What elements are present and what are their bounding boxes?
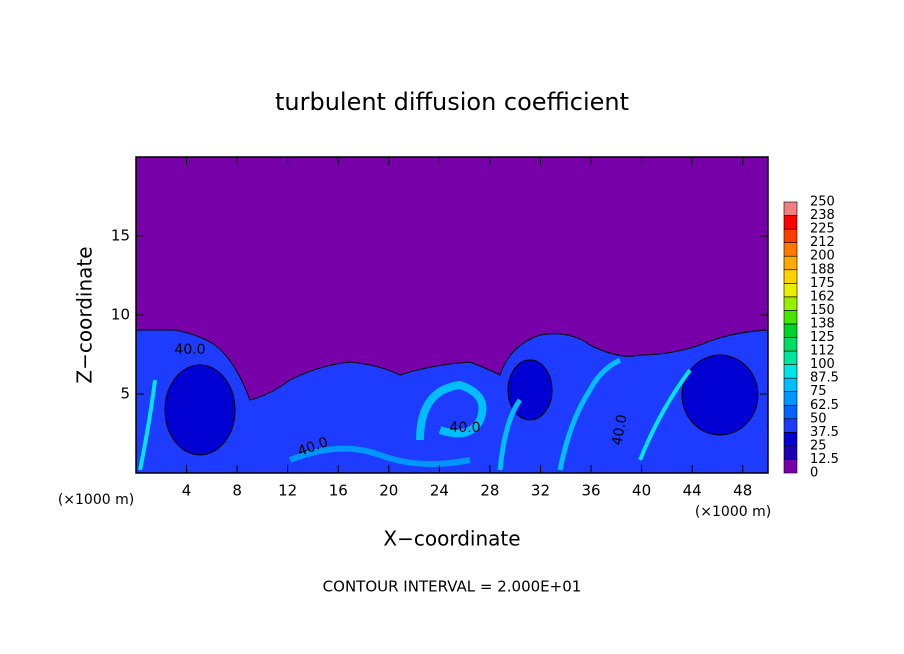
colorbar-label: 75 bbox=[810, 384, 827, 399]
colorbar-label: 138 bbox=[810, 316, 835, 331]
field-region bbox=[557, 357, 622, 471]
x-tick-label: 40 bbox=[632, 482, 651, 500]
colorbar-label: 87.5 bbox=[810, 371, 839, 386]
footer: CONTOUR INTERVAL = 2.000E+01 bbox=[323, 578, 582, 596]
colorbar-label: 238 bbox=[810, 208, 835, 223]
colorbar-band bbox=[783, 242, 798, 257]
x-axis-label: X−coordinate bbox=[383, 527, 520, 551]
colorbar-label: 37.5 bbox=[810, 425, 839, 440]
y-tick-label: 15 bbox=[111, 227, 130, 245]
colorbar-label: 62.5 bbox=[810, 398, 839, 413]
colorbar-band bbox=[783, 418, 798, 433]
contour-label: 40.0 bbox=[609, 413, 630, 446]
colorbar-band bbox=[783, 364, 798, 379]
x-tick-label: 24 bbox=[430, 482, 449, 500]
x-tick-label: 28 bbox=[480, 482, 499, 500]
colorbar-band bbox=[783, 255, 798, 271]
colorbar-label: 50 bbox=[810, 411, 827, 426]
colorbar-label: 112 bbox=[810, 344, 835, 359]
colorbar-label: 212 bbox=[810, 235, 835, 250]
colorbar-band bbox=[783, 337, 798, 352]
contour-label: 40.0 bbox=[174, 342, 205, 358]
x-unit: (×1000 m) bbox=[58, 492, 134, 508]
colorbar-label: 188 bbox=[810, 262, 835, 277]
colorbar-band bbox=[783, 201, 798, 216]
colorbar-label: 0 bbox=[810, 466, 818, 481]
field bbox=[135, 157, 769, 474]
colorbar-band bbox=[783, 391, 798, 406]
x-tick-label: 44 bbox=[683, 482, 702, 500]
field-region bbox=[288, 445, 471, 467]
colorbar-band bbox=[783, 228, 798, 243]
colorbar-label: 12.5 bbox=[810, 452, 839, 467]
colorbar-band bbox=[783, 377, 798, 392]
contour-label: 40.0 bbox=[449, 420, 480, 436]
field-region bbox=[638, 368, 692, 461]
colorbar-label: 250 bbox=[810, 195, 835, 210]
field-region bbox=[497, 398, 523, 471]
colorbar-band bbox=[783, 215, 798, 230]
colorbar-label: 25 bbox=[810, 438, 827, 453]
x-tick-label: 32 bbox=[531, 482, 550, 500]
colorbar-band bbox=[783, 310, 798, 325]
colorbar-label: 225 bbox=[810, 222, 835, 237]
colorbar-band bbox=[783, 404, 798, 420]
field-region bbox=[416, 380, 487, 441]
colorbar-band bbox=[783, 432, 798, 447]
colorbar-label: 175 bbox=[810, 276, 835, 291]
colorbar-band bbox=[783, 459, 798, 474]
colorbar-label: 125 bbox=[810, 330, 835, 345]
x-unit: (×1000 m) bbox=[695, 504, 771, 520]
field-region bbox=[138, 379, 157, 471]
x-tick-label: 16 bbox=[329, 482, 348, 500]
colorbar-band bbox=[783, 296, 798, 311]
colorbar-label: 162 bbox=[810, 289, 835, 304]
colorbar-band bbox=[783, 282, 798, 298]
y-tick-label: 5 bbox=[120, 385, 130, 403]
x-tick-label: 36 bbox=[581, 482, 600, 500]
field-region bbox=[164, 364, 236, 456]
x-tick-label: 12 bbox=[278, 482, 297, 500]
colorbar-band bbox=[783, 323, 798, 338]
y-axis-label: Z−coordinate bbox=[73, 246, 97, 383]
y-tick-label: 10 bbox=[111, 306, 130, 324]
colorbar-band bbox=[783, 269, 798, 284]
x-tick-label: 4 bbox=[182, 482, 192, 500]
x-tick-label: 8 bbox=[232, 482, 242, 500]
x-tick-label: 20 bbox=[379, 482, 398, 500]
colorbar-band bbox=[783, 445, 798, 460]
field-region bbox=[681, 354, 759, 436]
colorbar-label: 200 bbox=[810, 249, 835, 264]
colorbar-label: 150 bbox=[810, 303, 835, 318]
colorbar-band bbox=[783, 350, 798, 365]
chart-title: turbulent diffusion coefficient bbox=[275, 88, 629, 116]
x-tick-label: 48 bbox=[733, 482, 752, 500]
colorbar-label: 100 bbox=[810, 357, 835, 372]
